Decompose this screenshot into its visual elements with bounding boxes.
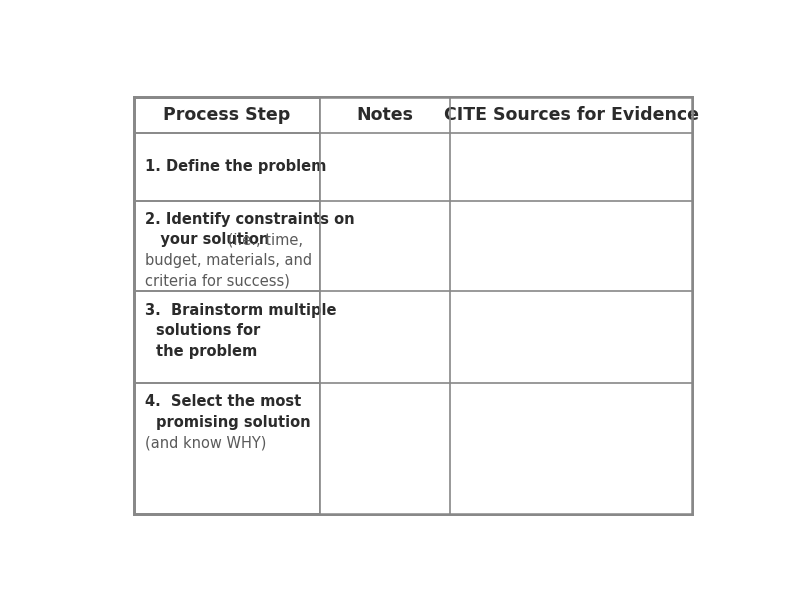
Text: 4.  Select the most: 4. Select the most [146, 394, 302, 409]
Text: 3.  Brainstorm multiple: 3. Brainstorm multiple [146, 303, 337, 318]
Text: CITE Sources for Evidence: CITE Sources for Evidence [444, 106, 698, 124]
Text: Notes: Notes [357, 106, 414, 124]
Text: promising solution: promising solution [157, 415, 311, 430]
Bar [134, 96, 692, 513]
Text: (i.e., time,: (i.e., time, [223, 233, 303, 248]
Text: criteria for success): criteria for success) [146, 273, 290, 288]
Text: the problem: the problem [157, 343, 258, 359]
Text: 2. Identify constraints on: 2. Identify constraints on [146, 212, 355, 227]
Text: your solution: your solution [146, 233, 270, 248]
Text: Process Step: Process Step [163, 106, 290, 124]
Text: budget, materials, and: budget, materials, and [146, 253, 312, 268]
Text: (and know WHY): (and know WHY) [146, 435, 266, 450]
Text: 1. Define the problem: 1. Define the problem [146, 159, 326, 174]
Text: solutions for: solutions for [157, 323, 261, 338]
Bar [320, 96, 692, 513]
